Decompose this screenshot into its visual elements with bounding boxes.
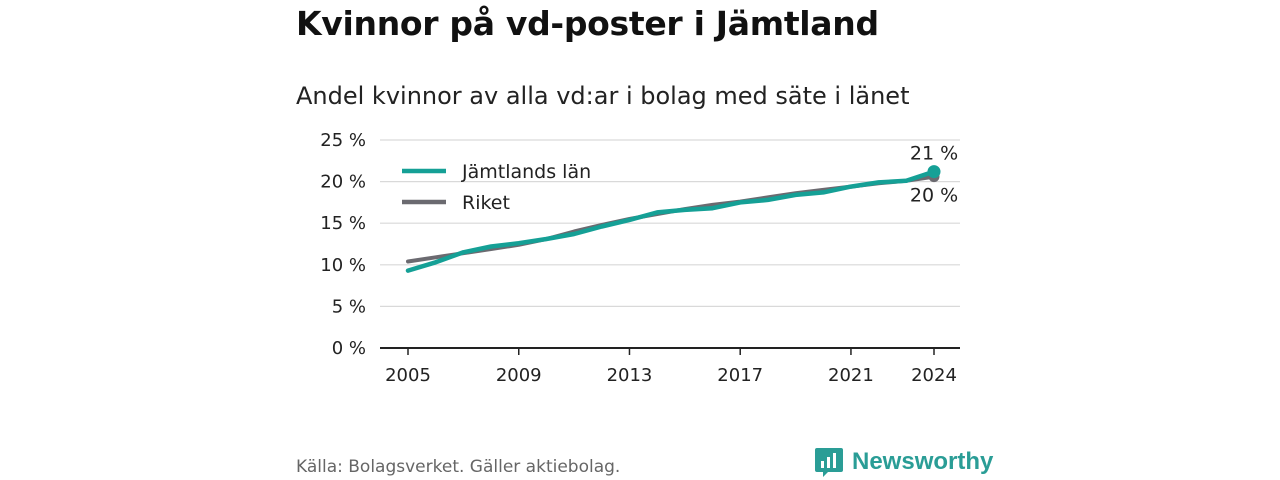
series-line-jamtland bbox=[405, 169, 937, 273]
x-tick-label: 2013 bbox=[607, 365, 653, 386]
y-tick-label: 20 % bbox=[320, 172, 366, 193]
legend-label: Jämtlands län bbox=[461, 161, 591, 183]
end-labels: 21 % 20 % bbox=[910, 143, 958, 207]
grid-layer bbox=[380, 139, 960, 307]
chart-title: Kvinnor på vd-poster i Jämtland bbox=[296, 4, 879, 43]
y-tick-label: 25 % bbox=[320, 130, 366, 151]
x-tick-label: 2009 bbox=[496, 365, 542, 386]
y-tick-label: 10 % bbox=[320, 255, 366, 276]
y-axis-ticks: 0 % 5 % 10 % 15 % 20 % 25 % bbox=[320, 130, 366, 359]
end-label-jamtland: 21 % bbox=[910, 143, 958, 165]
y-tick-label: 5 % bbox=[332, 296, 366, 317]
x-axis-ticks: 2005 2009 2013 2017 2021 2024 bbox=[380, 347, 960, 386]
x-tick-label: 2024 bbox=[911, 365, 957, 386]
x-tick-label: 2017 bbox=[717, 365, 763, 386]
end-label-riket: 20 % bbox=[910, 185, 958, 207]
chart-subtitle: Andel kvinnor av alla vd:ar i bolag med … bbox=[296, 82, 910, 110]
y-tick-label: 0 % bbox=[332, 338, 366, 359]
x-tick-label: 2021 bbox=[828, 365, 874, 386]
newsworthy-logo-icon bbox=[815, 448, 843, 477]
legend-label: Riket bbox=[462, 192, 510, 214]
x-tick-label: 2005 bbox=[385, 365, 431, 386]
legend: Jämtlands län Riket bbox=[402, 161, 591, 214]
source-note: Källa: Bolagsverket. Gäller aktiebolag. bbox=[296, 457, 621, 477]
y-tick-label: 15 % bbox=[320, 213, 366, 234]
series-layer bbox=[405, 165, 941, 273]
brand-logo: Newsworthy bbox=[814, 446, 993, 478]
end-point-jamtland bbox=[927, 165, 941, 179]
brand-name: Newsworthy bbox=[852, 448, 994, 475]
